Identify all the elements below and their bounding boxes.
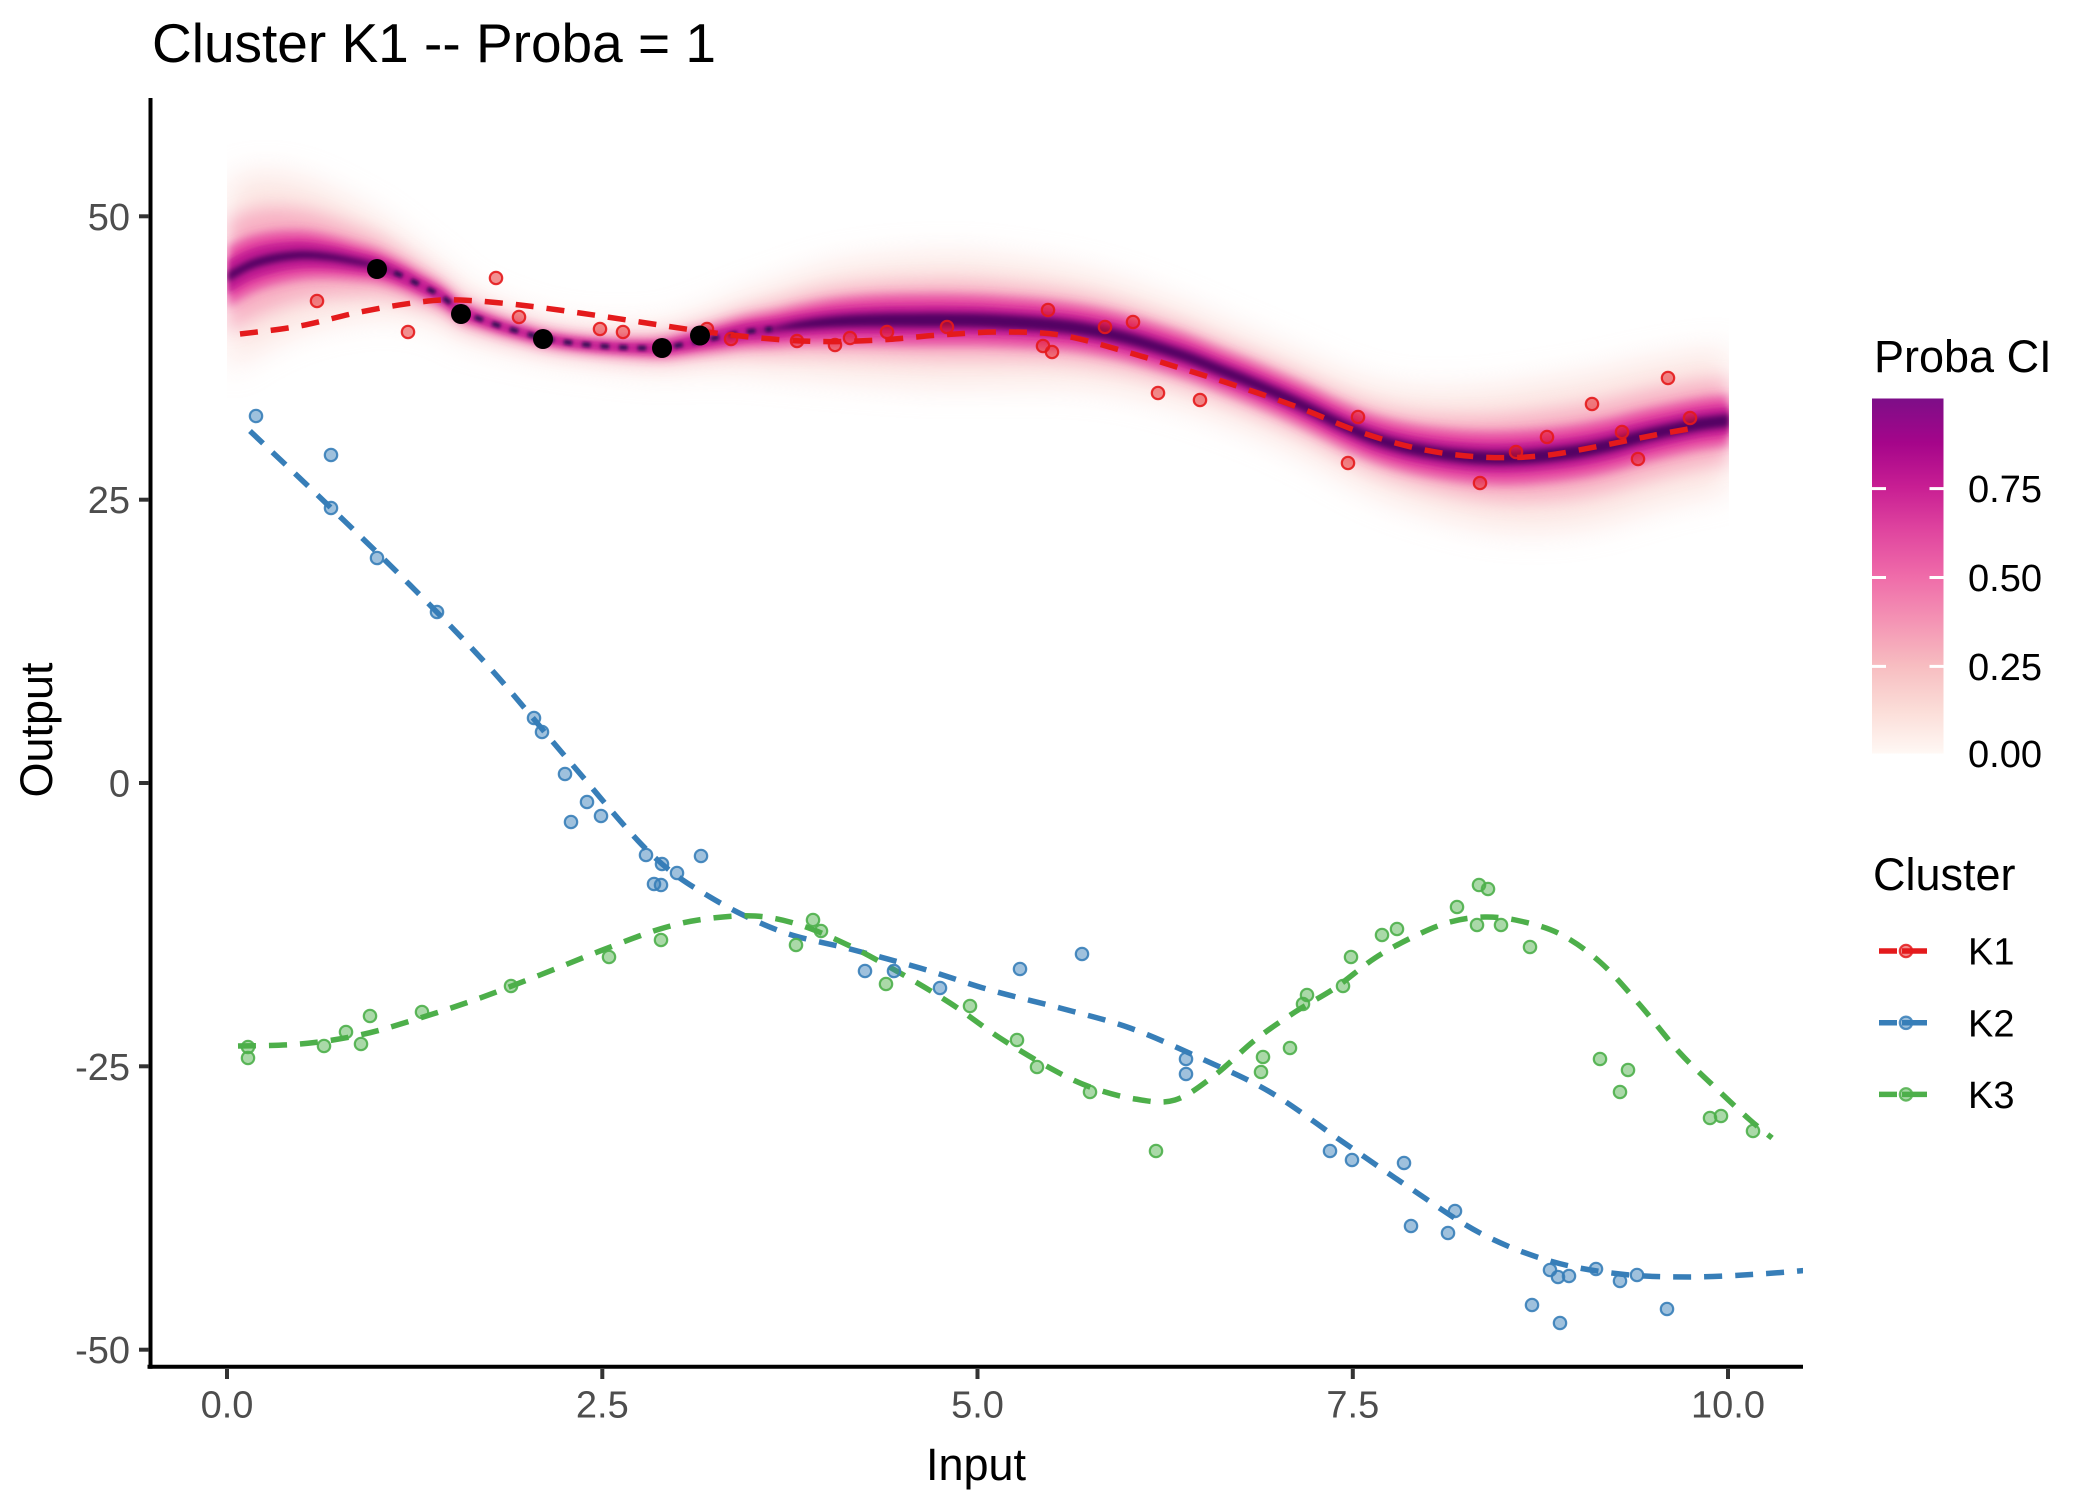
svg-text:25: 25: [88, 480, 130, 522]
svg-text:Proba CI: Proba CI: [1874, 331, 2052, 382]
svg-text:0.75: 0.75: [1968, 469, 2042, 511]
svg-text:-50: -50: [75, 1330, 130, 1372]
svg-text:Input: Input: [926, 1439, 1027, 1490]
svg-text:2.5: 2.5: [576, 1385, 629, 1427]
svg-text:-25: -25: [75, 1047, 130, 1089]
svg-text:0.25: 0.25: [1968, 647, 2042, 689]
svg-text:0.0: 0.0: [201, 1385, 254, 1427]
svg-text:7.5: 7.5: [1326, 1385, 1379, 1427]
svg-text:0.50: 0.50: [1968, 558, 2042, 600]
svg-text:K2: K2: [1968, 1003, 2014, 1045]
svg-text:10.0: 10.0: [1691, 1385, 1765, 1427]
svg-text:Output: Output: [11, 662, 62, 798]
svg-text:5.0: 5.0: [951, 1385, 1004, 1427]
svg-text:50: 50: [88, 197, 130, 239]
svg-text:K1: K1: [1968, 932, 2014, 974]
svg-text:Cluster: Cluster: [1873, 849, 2016, 900]
svg-text:Cluster K1 -- Proba = 1: Cluster K1 -- Proba = 1: [152, 12, 716, 74]
svg-text:K3: K3: [1968, 1075, 2014, 1117]
svg-text:0.00: 0.00: [1968, 734, 2042, 776]
svg-text:0: 0: [109, 764, 130, 806]
